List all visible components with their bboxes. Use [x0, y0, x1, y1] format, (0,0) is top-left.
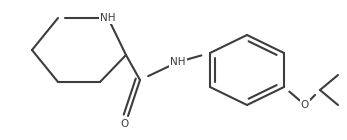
Text: O: O [301, 100, 309, 110]
Text: NH: NH [100, 13, 116, 23]
Text: O: O [121, 119, 129, 129]
Text: NH: NH [170, 57, 186, 67]
